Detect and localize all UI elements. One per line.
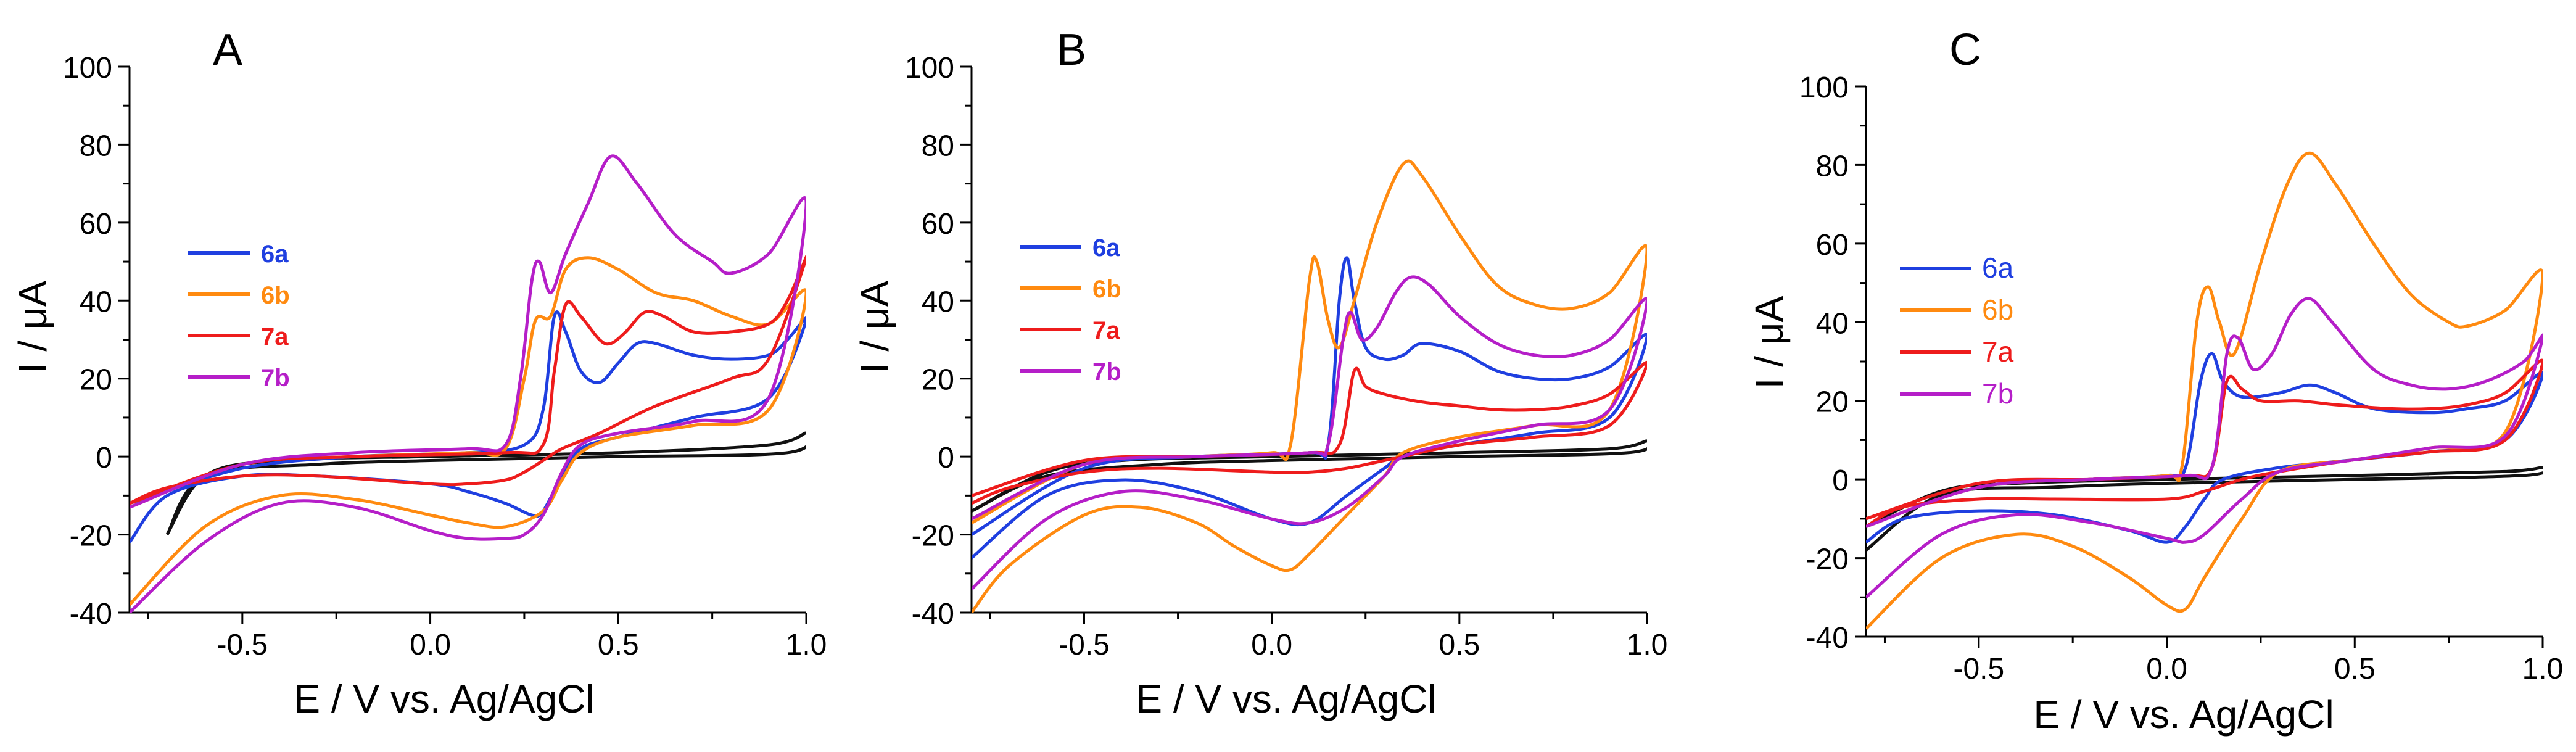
- y-tick-label-c: 60: [1816, 229, 1849, 262]
- legend-a: 6a 6b 7a 7b: [188, 241, 290, 392]
- cv-curve-7a-a: [130, 255, 806, 505]
- x-tick-label-a: 0.0: [410, 629, 451, 661]
- plot-area-a: -40 -20 0 20 40 60 80 100 -0.5 0.0 0.5 1.0 6a 6b 7a 7b: [63, 52, 827, 661]
- legend-label-7b-a: 7b: [261, 365, 290, 392]
- x-tick-label-c: 0.5: [2334, 653, 2376, 685]
- cv-curve-7a-c: [1866, 358, 2543, 528]
- y-tick-label-b: -40: [912, 598, 954, 630]
- legend-label-6b-b: 6b: [1092, 276, 1121, 303]
- y-tick-label-c: 100: [1799, 72, 1849, 104]
- x-tick-label-b: -0.5: [1059, 629, 1110, 661]
- y-tick-label-c: 0: [1832, 465, 1849, 497]
- legend-b: 6a 6b 7a 7b: [1020, 234, 1121, 386]
- legend-label-7b-c: 7b: [1982, 378, 2013, 410]
- y-tick-label-a: 60: [80, 208, 112, 241]
- panel-c: C I / μA E / V vs. Ag/AgCl -40 -20 0 20 40 60…: [1747, 25, 2563, 737]
- y-tick-label-a: 40: [80, 286, 112, 318]
- y-tick-label-a: -40: [70, 598, 112, 630]
- panel-label-b: B: [1057, 25, 1086, 75]
- y-axis-label-a: I / μA: [10, 280, 55, 373]
- legend-label-7a-a: 7a: [261, 323, 289, 350]
- legend-label-7a-b: 7a: [1092, 317, 1120, 344]
- cv-curve-6a-c: [1866, 352, 2543, 544]
- cv-curve-7b-b: [972, 275, 1647, 590]
- legend-label-7a-c: 7a: [1982, 336, 2014, 368]
- y-axis-label-c: I / μA: [1747, 295, 1791, 389]
- y-tick-label-c: 40: [1816, 307, 1849, 340]
- legend-c: 6a 6b 7a 7b: [1900, 252, 2014, 410]
- y-tick-label-c: 80: [1816, 150, 1849, 183]
- x-axis-label-c: E / V vs. Ag/AgCl: [2033, 692, 2334, 737]
- x-tick-label-b: 1.0: [1627, 629, 1668, 661]
- x-axis-label-a: E / V vs. Ag/AgCl: [294, 677, 594, 721]
- x-axis-label-b: E / V vs. Ag/AgCl: [1136, 677, 1436, 721]
- x-tick-label-c: 1.0: [2522, 653, 2564, 685]
- panel-label-a: A: [213, 25, 242, 75]
- y-tick-label-a: 100: [63, 52, 112, 85]
- cv-curve-6a-a: [130, 310, 806, 543]
- cv-curve-6b-b: [972, 159, 1647, 613]
- y-tick-label-b: 100: [905, 52, 954, 85]
- y-tick-label-c: -40: [1806, 622, 1849, 655]
- y-tick-label-b: 80: [922, 130, 954, 162]
- y-tick-label-c: 20: [1816, 386, 1849, 419]
- legend-label-6a-b: 6a: [1092, 234, 1120, 262]
- x-tick-label-b: 0.5: [1439, 629, 1480, 661]
- x-tick-label-c: 0.0: [2146, 653, 2187, 685]
- legend-label-7b-b: 7b: [1092, 358, 1121, 386]
- cv-curve-7b-a: [130, 154, 806, 613]
- y-tick-label-b: -20: [912, 520, 954, 553]
- cv-curve-7b-c: [1866, 297, 2543, 599]
- panel-label-c: C: [1949, 25, 1981, 75]
- plot-area-c: -40 -20 0 20 40 60 80 100 -0.5 0.0 0.5 1.0 6a 6b 7a 7b: [1799, 72, 2563, 685]
- plot-area-b: -40 -20 0 20 40 60 80 100 -0.5 0.0 0.5 1.0 6a 6b 7a 7b: [905, 52, 1667, 661]
- y-tick-label-b: 40: [922, 286, 954, 318]
- y-tick-label-b: 20: [922, 364, 954, 397]
- legend-label-6a-c: 6a: [1982, 252, 2014, 284]
- y-tick-label-a: 0: [96, 442, 112, 474]
- legend-label-6b-a: 6b: [261, 282, 290, 309]
- cv-curve-6b-a: [130, 256, 806, 606]
- y-tick-label-a: -20: [70, 520, 112, 553]
- x-tick-label-b: 0.0: [1251, 629, 1292, 661]
- cv-curve-6b-c: [1866, 151, 2543, 630]
- x-tick-label-c: -0.5: [1953, 653, 2004, 685]
- legend-label-6a-a: 6a: [261, 241, 289, 268]
- x-tick-label-a: 0.5: [598, 629, 639, 661]
- y-tick-label-b: 60: [922, 208, 954, 241]
- y-tick-label-a: 20: [80, 364, 112, 397]
- panel-a: A I / μA E / V vs. Ag/AgCl -40 -20 0 20 40 60…: [10, 25, 827, 721]
- y-axis-label-b: I / μA: [852, 280, 897, 373]
- x-tick-label-a: 1.0: [786, 629, 827, 661]
- x-tick-label-a: -0.5: [217, 629, 268, 661]
- y-tick-label-a: 80: [80, 130, 112, 162]
- y-tick-label-b: 0: [938, 442, 954, 474]
- legend-label-6b-c: 6b: [1982, 294, 2013, 326]
- y-tick-label-c: -20: [1806, 543, 1849, 576]
- panel-b: B I / μA E / V vs. Ag/AgCl -40 -20 0 20 40 60…: [852, 25, 1667, 721]
